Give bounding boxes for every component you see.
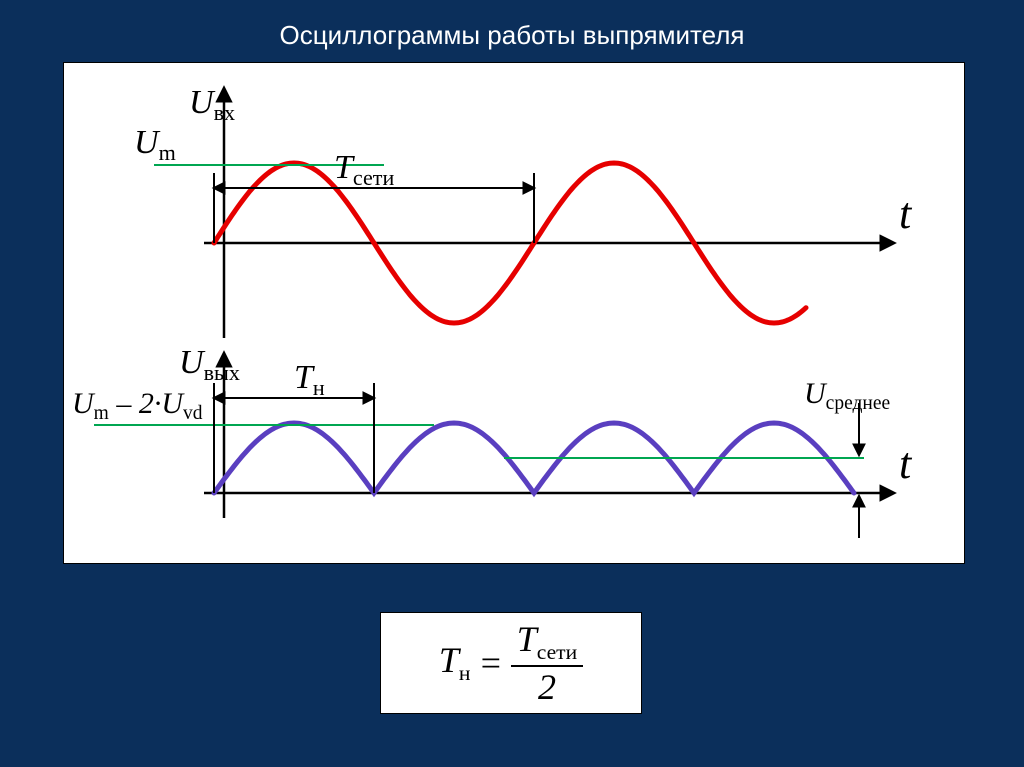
svg-text:Uвых: Uвых xyxy=(179,344,240,385)
svg-text:t: t xyxy=(899,439,913,488)
svg-text:Uсреднее: Uсреднее xyxy=(804,377,890,414)
svg-text:Um – 2·Uvd: Um – 2·Uvd xyxy=(72,387,203,424)
formula-panel: Tн = Tсети 2 xyxy=(380,612,642,714)
formula-den: 2 xyxy=(538,667,556,705)
page-background: Осциллограммы работы выпрямителя Uвх Um Tс… xyxy=(0,0,1024,767)
formula-num-main: T xyxy=(517,619,537,659)
page-title: Осциллограммы работы выпрямителя xyxy=(0,20,1024,51)
svg-text:Um: Um xyxy=(134,124,176,165)
formula-num-sub: сети xyxy=(537,640,577,664)
formula-fraction: Tсети 2 xyxy=(511,621,583,706)
formula: Tн = Tсети 2 xyxy=(439,621,583,706)
oscillogram-panel: UвхUmTсетиtUвыхTнUm – 2·UvdUсреднееt xyxy=(63,62,965,564)
formula-lhs: Tн xyxy=(439,639,471,686)
formula-eq: = xyxy=(478,642,502,684)
svg-text:Tсети: Tсети xyxy=(334,149,394,190)
svg-text:t: t xyxy=(899,189,913,238)
formula-lhs-main: T xyxy=(439,640,459,680)
formula-num: Tсети xyxy=(511,621,583,668)
svg-text:Tн: Tн xyxy=(294,359,325,400)
oscillogram-svg: UвхUmTсетиtUвыхTнUm – 2·UvdUсреднееt xyxy=(64,63,964,563)
svg-text:Uвх: Uвх xyxy=(189,84,235,125)
formula-lhs-sub: н xyxy=(459,662,471,686)
